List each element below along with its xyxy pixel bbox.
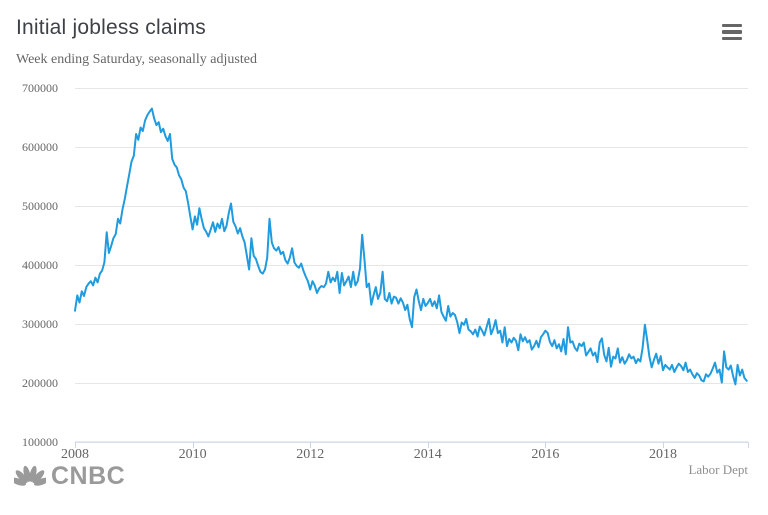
y-axis-label: 500000 [22,198,58,213]
y-axis-label: 600000 [22,139,58,154]
y-axis-label: 200000 [22,375,58,390]
x-axis-label: 2016 [531,447,560,462]
y-axis-label: 100000 [22,434,58,449]
x-axis-label: 2010 [178,447,207,462]
source-credit: Labor Dept [688,462,748,477]
x-axis-label: 2012 [296,447,325,462]
x-axis-label: 2018 [649,447,677,462]
cnbc-logo-text: CNBC [51,462,126,490]
cnbc-logo: CNBC [14,462,126,490]
claims-line-series [74,107,748,386]
y-axis-label: 400000 [22,257,58,272]
chart-title: Initial jobless claims [16,16,206,39]
y-axis-label: 300000 [22,316,58,331]
chart-menu-button[interactable] [722,21,744,43]
x-axis-label: 2014 [413,447,442,462]
y-axis-label: 700000 [22,81,58,95]
chart-subtitle: Week ending Saturday, seasonally adjuste… [16,52,257,67]
x-axis-label: 2008 [61,447,89,462]
cnbc-peacock-icon [14,465,46,486]
